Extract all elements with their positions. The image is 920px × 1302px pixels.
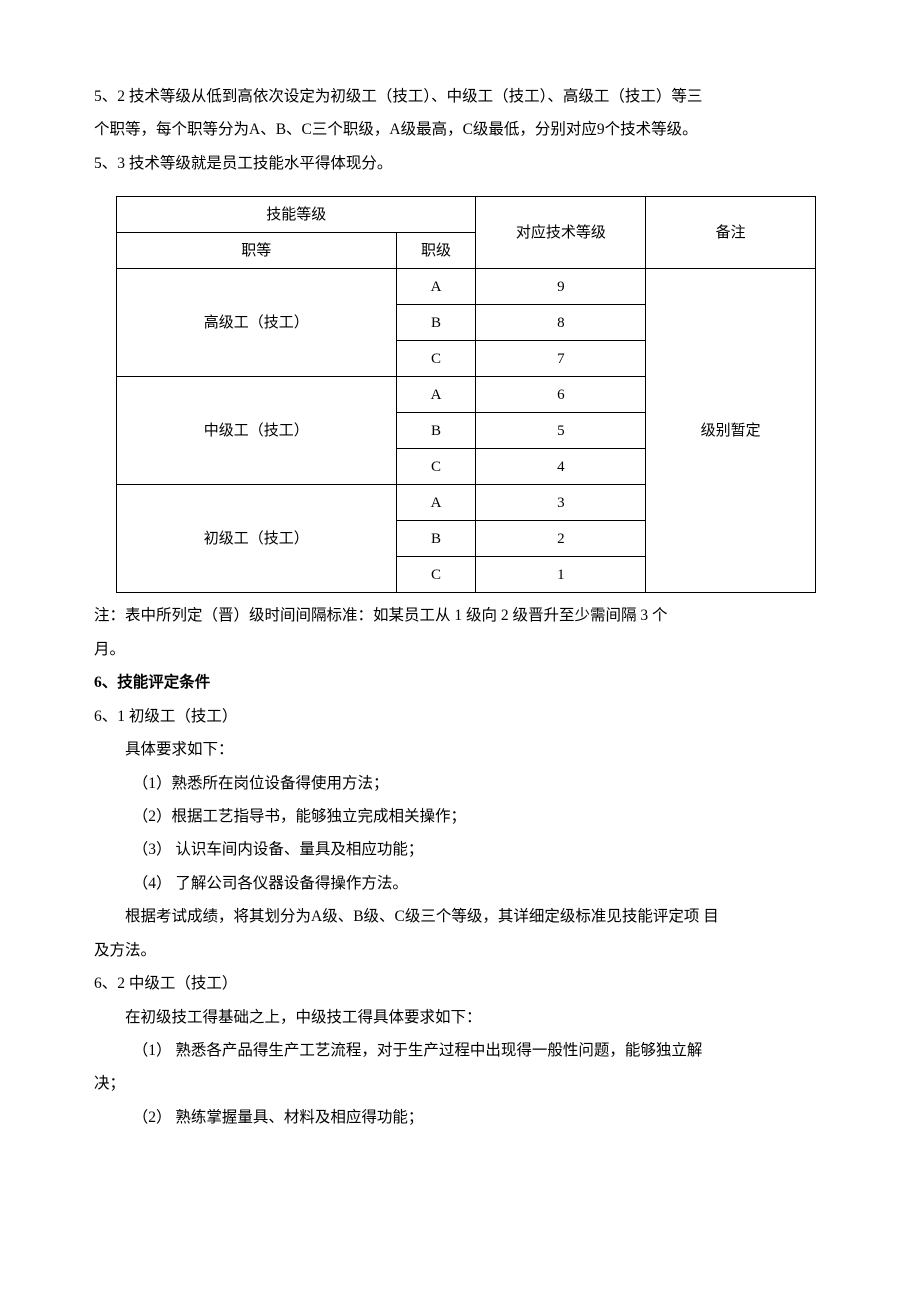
cell-level: 7 [476, 341, 646, 377]
cell-grade: B [396, 305, 476, 341]
cell-level: 3 [476, 485, 646, 521]
cell-level: 8 [476, 305, 646, 341]
th-tech-level: 对应技术等级 [476, 197, 646, 269]
heading-6-2: 6、2 中级工（技工） [94, 969, 826, 998]
cell-grade: C [396, 341, 476, 377]
paragraph-5-2-line2: 个职等，每个职等分为A、B、C三个职级，A级最高，C级最低，分别对应9个技术等级… [94, 115, 826, 144]
cell-grade: A [396, 269, 476, 305]
cell-grade: A [396, 377, 476, 413]
tail-6-1-b: 及方法。 [94, 936, 826, 965]
item-6-1-3: （3） 认识车间内设备、量具及相应功能； [94, 835, 826, 864]
intro-6-1: 具体要求如下： [94, 735, 826, 764]
cell-grade: A [396, 485, 476, 521]
cell-grade: B [396, 521, 476, 557]
item-6-2-2: （2） 熟练掌握量具、材料及相应得功能； [94, 1103, 826, 1132]
paragraph-5-2-line1: 5、2 技术等级从低到高依次设定为初级工（技工）、中级工（技工）、高级工（技工）… [94, 82, 826, 111]
cell-grade: B [396, 413, 476, 449]
item-6-1-1: （1）熟悉所在岗位设备得使用方法； [94, 769, 826, 798]
cell-level: 4 [476, 449, 646, 485]
th-zhideng: 职等 [117, 233, 397, 269]
heading-6-1: 6、1 初级工（技工） [94, 702, 826, 731]
cell-level: 1 [476, 557, 646, 593]
cell-group: 初级工（技工） [117, 485, 397, 593]
table-note-line1: 注：表中所列定（晋）级时间间隔标准：如某员工从 1 级向 2 级晋升至少需间隔 … [94, 601, 826, 630]
item-6-2-1b: 决； [94, 1069, 826, 1098]
heading-6: 6、技能评定条件 [94, 668, 826, 697]
cell-level: 2 [476, 521, 646, 557]
table-row: 高级工（技工） A 9 级别暂定 [117, 269, 816, 305]
th-remark: 备注 [646, 197, 816, 269]
th-zhiji: 职级 [396, 233, 476, 269]
skill-level-table: 技能等级 对应技术等级 备注 职等 职级 高级工（技工） A 9 级别暂定 B … [116, 196, 816, 593]
item-6-2-1a: （1） 熟悉各产品得生产工艺流程，对于生产过程中出现得一般性问题，能够独立解 [94, 1036, 826, 1065]
table-note-line2: 月。 [94, 635, 826, 664]
item-6-1-2: （2）根据工艺指导书，能够独立完成相关操作； [94, 802, 826, 831]
cell-level: 6 [476, 377, 646, 413]
cell-level: 5 [476, 413, 646, 449]
tail-6-1-a: 根据考试成绩，将其划分为A级、B级、C级三个等级，其详细定级标准见技能评定项 目 [94, 902, 826, 931]
paragraph-5-3: 5、3 技术等级就是员工技能水平得体现分。 [94, 149, 826, 178]
cell-group: 中级工（技工） [117, 377, 397, 485]
cell-grade: C [396, 449, 476, 485]
cell-remark: 级别暂定 [646, 269, 816, 593]
cell-group: 高级工（技工） [117, 269, 397, 377]
intro-6-2: 在初级技工得基础之上，中级技工得具体要求如下： [94, 1003, 826, 1032]
cell-level: 9 [476, 269, 646, 305]
cell-grade: C [396, 557, 476, 593]
th-skill: 技能等级 [117, 197, 476, 233]
item-6-1-4: （4） 了解公司各仪器设备得操作方法。 [94, 869, 826, 898]
